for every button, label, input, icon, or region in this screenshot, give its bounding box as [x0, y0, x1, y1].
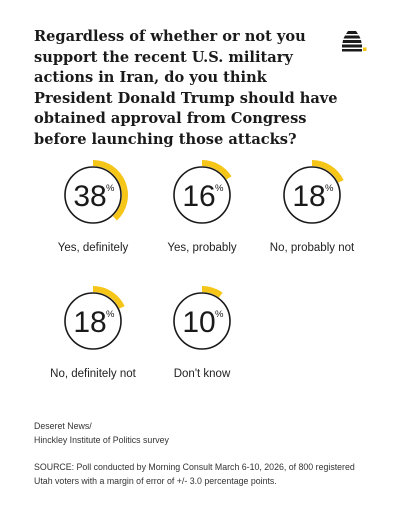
value-arc	[312, 160, 344, 183]
value-label: 18	[292, 180, 325, 213]
percent-sign: %	[106, 309, 115, 320]
ring	[64, 292, 122, 350]
donut-no-probably-not: 18 % No, probably not	[270, 160, 355, 254]
ring	[283, 166, 341, 224]
category-label: Don't know	[174, 368, 231, 380]
credit-line-2: Hinckley Institute of Politics survey	[34, 434, 169, 445]
percent-sign: %	[106, 183, 115, 194]
ring	[173, 292, 231, 350]
value-label: 38	[73, 180, 106, 213]
category-label: No, definitely not	[50, 368, 136, 380]
donut-yes-probably: 16 % Yes, probably	[167, 160, 237, 254]
value-label: 18	[73, 306, 106, 339]
percent-sign: %	[325, 183, 334, 194]
beehive-icon	[342, 31, 367, 52]
value-arc	[93, 160, 129, 221]
value-label: 16	[182, 180, 215, 213]
donut-don-t-know: 10 % Don't know	[173, 286, 231, 380]
credit: Deseret News/ Hinckley Institute of Poli…	[34, 420, 374, 447]
ring	[173, 166, 231, 224]
source-note: SOURCE: Poll conducted by Morning Consul…	[34, 462, 355, 486]
value-arc	[93, 286, 125, 309]
value-arc	[202, 160, 232, 180]
credit-line-1: Deseret News/	[34, 421, 92, 431]
donut-charts: 38 % Yes, definitely 16 % Yes, probably 18 % No,…	[50, 160, 355, 380]
question-title: Regardless of whether or not you support…	[34, 28, 338, 148]
donut-no-definitely-not: 18 % No, definitely not	[50, 286, 137, 380]
value-arc	[202, 286, 223, 298]
category-label: Yes, definitely	[58, 242, 129, 254]
percent-sign: %	[215, 309, 224, 320]
ring	[64, 166, 122, 224]
category-label: No, probably not	[270, 242, 355, 254]
category-label: Yes, probably	[167, 242, 237, 254]
donut-yes-definitely: 38 % Yes, definitely	[58, 160, 129, 254]
percent-sign: %	[215, 183, 224, 194]
value-label: 10	[182, 306, 215, 339]
